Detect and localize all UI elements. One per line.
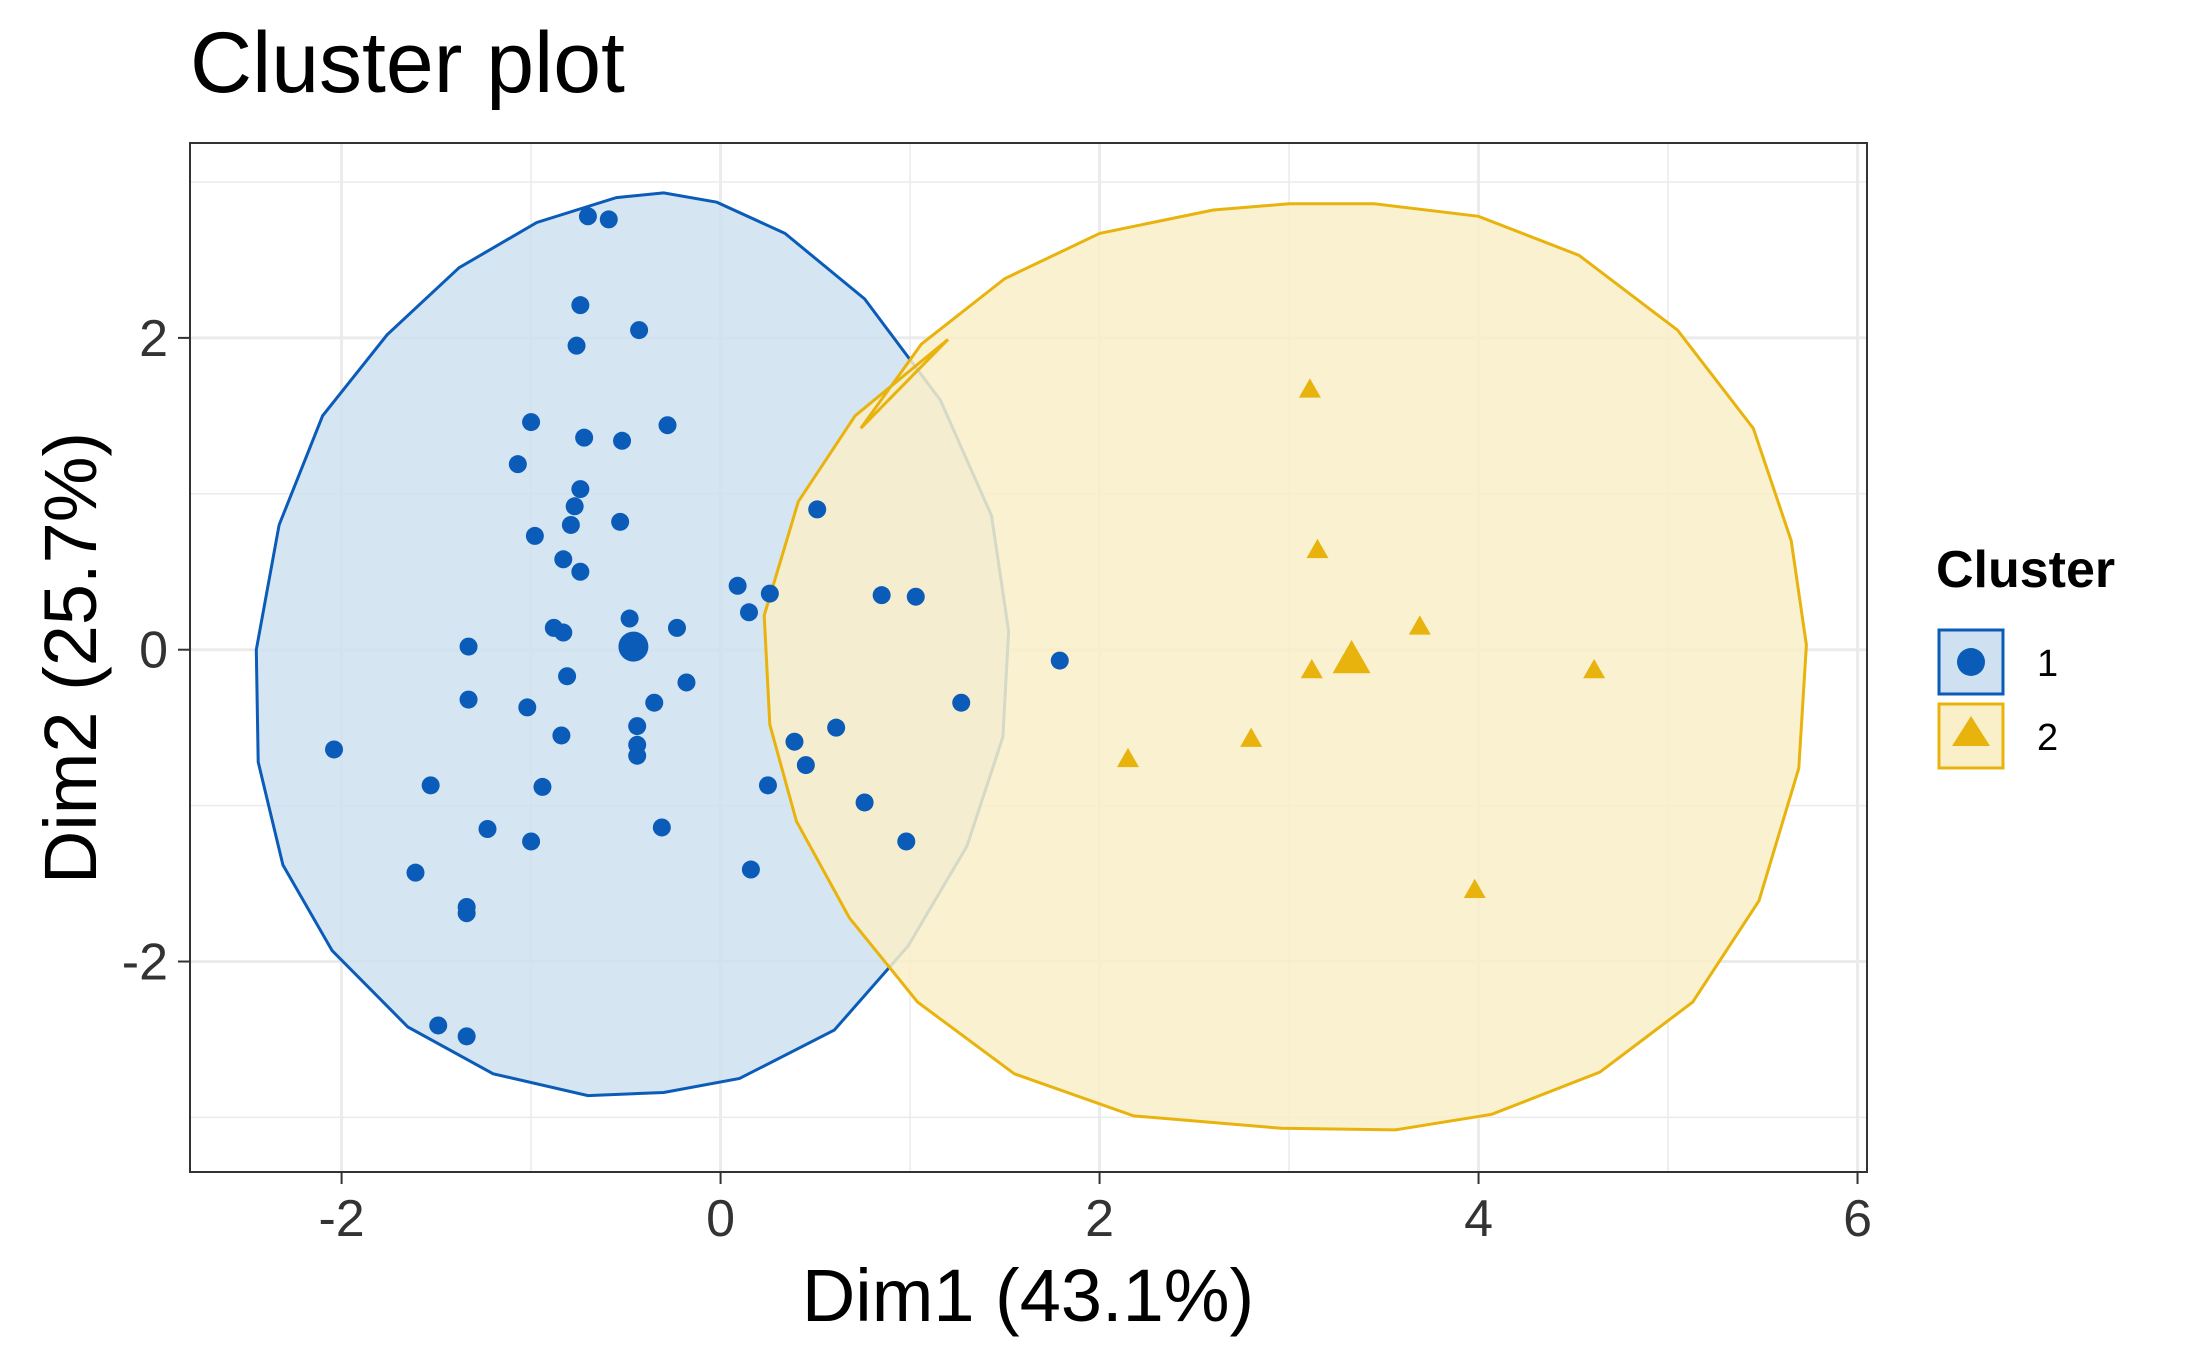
- x-tick-label: 0: [706, 1190, 735, 1248]
- data-point-cluster-1: [571, 296, 590, 315]
- data-point-cluster-2: [1583, 658, 1606, 679]
- data-point-cluster-1: [652, 818, 671, 837]
- data-point-cluster-2: [1463, 878, 1486, 899]
- legend-circle-icon: [1957, 648, 1985, 676]
- data-point-cluster-1: [599, 210, 618, 229]
- data-point-cluster-1: [645, 693, 664, 712]
- data-point-cluster-1: [741, 860, 760, 879]
- centroid-cluster-2: [1332, 640, 1371, 674]
- y-tick-label: 2: [139, 310, 168, 368]
- legend-label-1: 1: [2037, 643, 2058, 685]
- data-point-cluster-1: [459, 637, 478, 656]
- data-point-cluster-1: [429, 1016, 448, 1035]
- x-tick-label: 4: [1464, 1190, 1493, 1248]
- y-tick-label: -2: [122, 934, 168, 992]
- data-point-cluster-1: [421, 776, 440, 795]
- data-point-cluster-1: [554, 550, 573, 569]
- data-point-cluster-1: [525, 526, 544, 545]
- data-point-cluster-1: [758, 776, 777, 795]
- cluster-ellipses: [254, 191, 1808, 1132]
- data-point-cluster-1: [872, 586, 891, 605]
- data-point-cluster-1: [561, 515, 580, 534]
- data-point-cluster-1: [760, 584, 779, 603]
- data-point-cluster-1: [478, 820, 497, 838]
- data-point-cluster-2: [1116, 747, 1139, 768]
- data-point-cluster-1: [628, 746, 647, 765]
- data-point-cluster-1: [325, 740, 344, 759]
- legend-triangle-icon: [1952, 716, 1990, 746]
- data-point-cluster-1: [518, 698, 537, 717]
- data-point-cluster-1: [658, 416, 677, 435]
- data-point-cluster-1: [796, 756, 815, 775]
- legend-entry-2: 2: [1937, 702, 2058, 770]
- data-point-cluster-1: [630, 321, 649, 340]
- data-point-cluster-1: [613, 431, 632, 450]
- data-point-cluster-1: [855, 793, 874, 812]
- data-point-cluster-1: [457, 1027, 476, 1046]
- data-point-cluster-1: [552, 726, 571, 745]
- data-point-cluster-1: [522, 413, 541, 432]
- data-point-cluster-1: [565, 497, 584, 516]
- data-point-cluster-2: [1408, 615, 1431, 635]
- legend-title: Cluster: [1936, 541, 2115, 599]
- data-point-cluster-1: [533, 777, 552, 796]
- x-axis-title: Dim1 (43.1%): [802, 1254, 1254, 1337]
- chart-title: Cluster plot: [190, 15, 625, 111]
- data-point-cluster-1: [808, 500, 827, 519]
- data-point-cluster-1: [620, 609, 639, 628]
- y-tick-label: 0: [139, 622, 168, 680]
- x-tick-label: 2: [1085, 1190, 1114, 1248]
- data-point-cluster-1: [611, 512, 630, 531]
- data-point-cluster-1: [567, 336, 586, 355]
- plot-border: [189, 142, 1868, 1173]
- data-point-cluster-1: [667, 618, 686, 637]
- data-point-cluster-1: [1050, 651, 1069, 670]
- data-point-cluster-1: [457, 904, 476, 923]
- legend-entry-1: 1: [1937, 628, 2058, 696]
- data-point-cluster-1: [785, 732, 804, 751]
- data-point-cluster-1: [522, 832, 541, 851]
- data-point-cluster-2: [1240, 727, 1263, 747]
- x-tick-label: 6: [1843, 1190, 1872, 1248]
- data-point-cluster-2: [1298, 378, 1321, 398]
- data-point-cluster-1: [508, 455, 527, 474]
- y-axis-title: Dim2 (25.7%): [29, 432, 112, 884]
- data-point-cluster-1: [406, 863, 425, 882]
- data-point-cluster-1: [827, 718, 846, 737]
- data-point-cluster-1: [571, 562, 590, 581]
- data-point-cluster-1: [558, 667, 577, 686]
- legend-label-2: 2: [2037, 717, 2058, 759]
- data-point-cluster-1: [677, 673, 696, 692]
- cluster-ellipse-2: [762, 202, 1808, 1132]
- data-point-cluster-1: [906, 587, 925, 606]
- data-point-cluster-2: [1306, 538, 1329, 559]
- data-point-cluster-1: [740, 603, 758, 622]
- data-point-cluster-1: [571, 480, 590, 499]
- data-point-cluster-1: [554, 623, 573, 642]
- x-tick-label: -2: [318, 1190, 364, 1248]
- legend: Cluster 1 2: [1936, 541, 2115, 770]
- data-point-cluster-1: [952, 693, 971, 712]
- data-point-cluster-1: [459, 690, 478, 709]
- data-point-cluster-1: [728, 576, 747, 595]
- axis-ticks: -2 0 2 4 6 -2 0 2: [122, 310, 1872, 1248]
- data-point-cluster-1: [897, 832, 916, 851]
- data-point-cluster-1: [578, 207, 597, 226]
- centroid-cluster-1: [618, 631, 649, 662]
- cluster-points: [325, 207, 1606, 1046]
- data-point-cluster-2: [1300, 658, 1323, 679]
- data-point-cluster-1: [628, 717, 647, 736]
- data-point-cluster-1: [575, 428, 594, 447]
